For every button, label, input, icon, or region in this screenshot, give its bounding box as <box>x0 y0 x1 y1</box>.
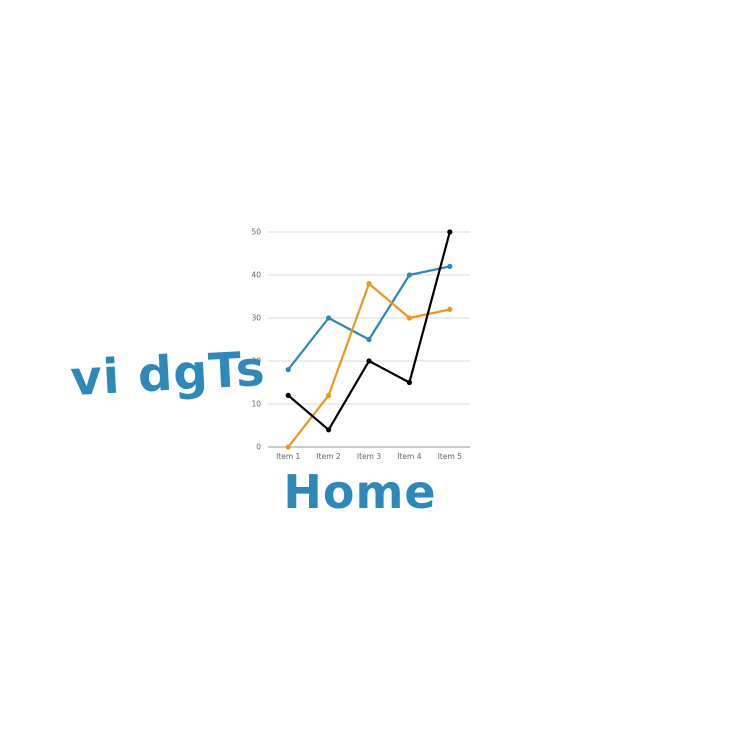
y-tick-label: 30 <box>251 314 261 323</box>
data-point <box>326 392 332 398</box>
data-point <box>326 315 332 321</box>
logo: vi dgTs Home <box>69 341 436 519</box>
series-line <box>287 282 451 449</box>
y-tick-label: 0 <box>256 443 261 452</box>
data-point <box>326 427 332 433</box>
gridlines <box>268 231 470 405</box>
series-3 <box>285 229 453 433</box>
data-point <box>447 263 453 269</box>
data-point <box>366 358 372 364</box>
x-tick-label: Item 2 <box>316 452 340 461</box>
data-point <box>406 272 412 278</box>
y-tick-label: 40 <box>251 271 261 280</box>
data-point <box>285 392 291 398</box>
data-point <box>406 379 412 386</box>
y-tick-label: 50 <box>251 228 261 237</box>
data-point <box>285 367 291 373</box>
data-point <box>447 306 453 312</box>
x-tick-label: Item 5 <box>438 452 462 461</box>
x-axis-ticks: Item 1 Item 2 Item 3 Item 4 Item 5 <box>276 452 462 461</box>
data-point <box>406 315 412 321</box>
series-line <box>287 230 451 431</box>
data-point <box>366 336 372 343</box>
data-point <box>447 229 453 235</box>
series-2 <box>285 281 453 450</box>
y-tick-label: 10 <box>251 400 261 409</box>
series-1 <box>285 263 453 373</box>
series-lines <box>285 229 453 450</box>
y-tick-label: 20 <box>251 357 261 366</box>
x-tick-label: Item 4 <box>397 452 421 461</box>
data-point <box>366 281 372 287</box>
logo-word1: vi dgTs <box>69 341 267 407</box>
y-axis-ticks: 0 10 20 30 40 50 <box>251 228 261 452</box>
data-point <box>285 444 291 450</box>
logo-word2: Home <box>283 465 436 519</box>
x-tick-label: Item 1 <box>276 452 300 461</box>
x-tick-label: Item 3 <box>357 452 381 461</box>
